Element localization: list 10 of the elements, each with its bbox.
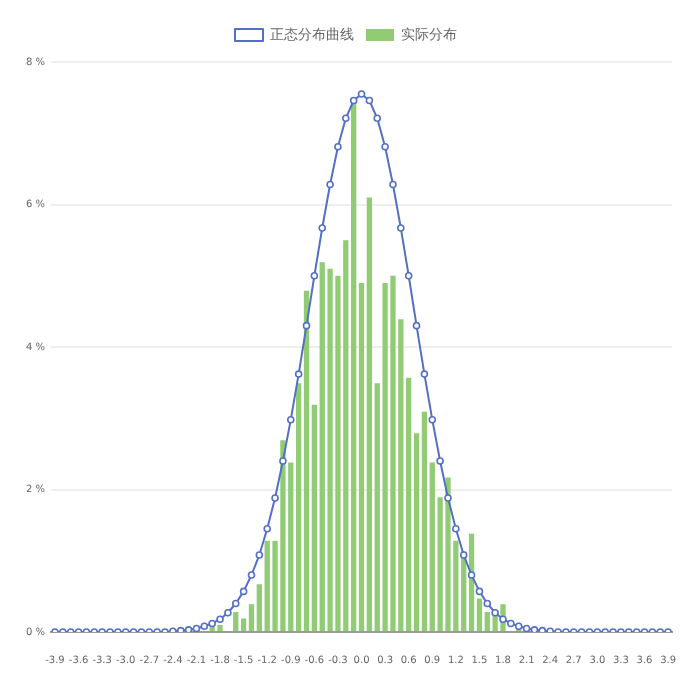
bar [445, 477, 451, 631]
bar [233, 612, 239, 631]
bar [390, 275, 396, 631]
bar [264, 540, 270, 631]
bar [319, 262, 325, 631]
bar [382, 282, 388, 631]
bar [327, 268, 333, 631]
bar [421, 411, 428, 631]
bar [366, 197, 373, 631]
bar [280, 440, 286, 631]
